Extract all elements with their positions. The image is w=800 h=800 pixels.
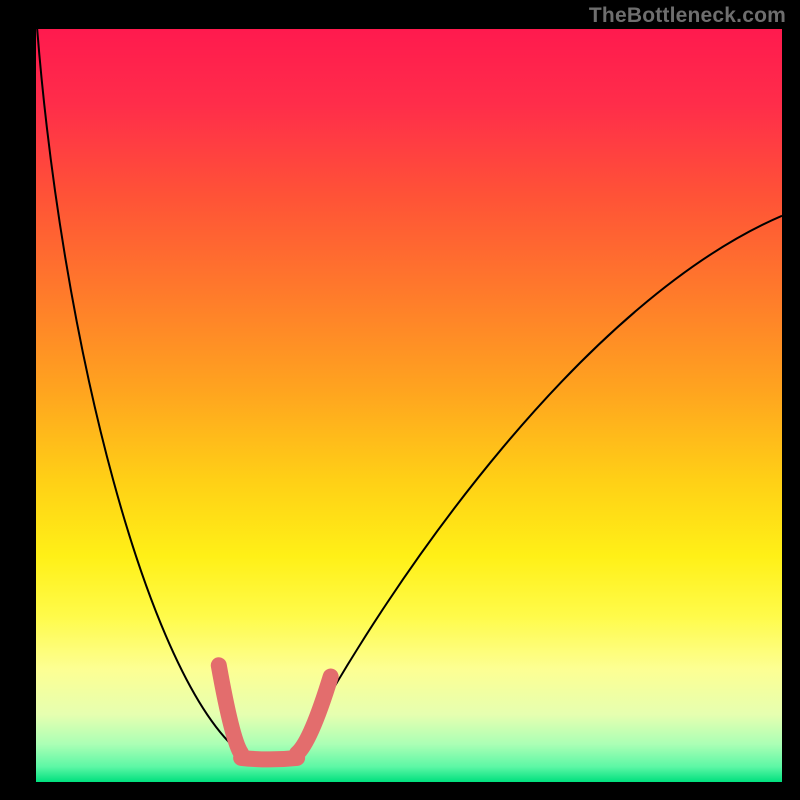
chart-svg — [36, 29, 782, 782]
plot-area — [36, 29, 782, 782]
watermark-text: TheBottleneck.com — [589, 4, 786, 28]
plot-background — [36, 29, 782, 782]
page-root: TheBottleneck.com — [0, 0, 800, 800]
highlight-floor — [241, 758, 297, 760]
